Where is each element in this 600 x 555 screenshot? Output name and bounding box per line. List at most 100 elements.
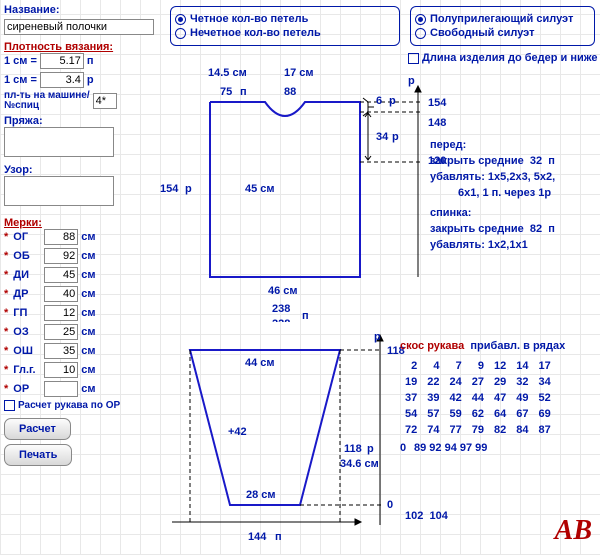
sleeve-cell: 2 <box>400 358 422 374</box>
svg-text:75: 75 <box>220 86 232 98</box>
svg-text:р: р <box>408 75 415 87</box>
sleeve-cell: 64 <box>489 406 511 422</box>
gauge-st-unit: п <box>87 55 94 67</box>
meas-Гл.г.-input[interactable] <box>44 362 78 378</box>
sleeve-cell: 69 <box>534 406 556 422</box>
sleeve-cell: 19 <box>400 374 422 390</box>
even-radio[interactable] <box>175 14 186 25</box>
sleeve-cell: 34 <box>534 374 556 390</box>
svg-text:28 см: 28 см <box>246 489 276 501</box>
gauge-cm1-label: 1 см = <box>4 55 37 67</box>
sleeve-bottom-val1: 102 <box>405 510 423 522</box>
sleeve-bottom-val2: 104 <box>429 510 447 522</box>
sleeve-cell: 14 <box>511 358 533 374</box>
sleeve-cell: 77 <box>445 422 467 438</box>
sleeve-diagram: 44 см +42 28 см 144п 118 0 118р 34.6 см … <box>160 330 410 550</box>
meas-ГП-input[interactable] <box>44 305 78 321</box>
sleeve-cell: 82 <box>489 422 511 438</box>
svg-text:238: 238 <box>272 303 290 315</box>
meas-unit: см <box>81 269 95 281</box>
svg-text:44 см: 44 см <box>245 357 275 369</box>
neckline-instructions: перед: закрыть средние 32 п убавлять: 1x… <box>430 138 590 254</box>
svg-text:14.5 см: 14.5 см <box>208 67 247 79</box>
svg-text:р: р <box>374 331 381 343</box>
meas-ОЗ-input[interactable] <box>44 324 78 340</box>
sleeve-cell: 27 <box>467 374 489 390</box>
sleeve-calc-checkbox[interactable] <box>4 400 15 411</box>
meas-ОБ-input[interactable] <box>44 248 78 264</box>
yarn-input[interactable] <box>4 127 114 157</box>
odd-radio[interactable] <box>175 28 186 39</box>
pattern-input[interactable] <box>4 176 114 206</box>
meas-unit: см <box>81 364 95 376</box>
loose-radio[interactable] <box>415 28 426 39</box>
meas-ДИ-input[interactable] <box>44 267 78 283</box>
sleeve-cell: 59 <box>445 406 467 422</box>
required-icon: * <box>4 269 8 281</box>
sleeve-cell: 32 <box>511 374 533 390</box>
print-button[interactable]: Печать <box>4 444 72 466</box>
svg-text:154: 154 <box>428 97 447 109</box>
meas-key: ОР <box>13 383 41 395</box>
sleeve-cell: 37 <box>400 390 422 406</box>
meas-ОР-input[interactable] <box>44 381 78 397</box>
sleeve-cell: 62 <box>467 406 489 422</box>
even-label: Четное кол-во петель <box>190 13 308 25</box>
sleeve-cell: 67 <box>511 406 533 422</box>
sleeve-cell: 44 <box>467 390 489 406</box>
meas-unit: см <box>81 288 95 300</box>
gauge-row-unit: р <box>87 74 94 86</box>
required-icon: * <box>4 345 8 357</box>
semifit-label: Полуприлегающий силуэт <box>430 13 573 25</box>
meas-ОГ-input[interactable] <box>44 229 78 245</box>
gauge-stitches-input[interactable] <box>40 53 84 69</box>
required-icon: * <box>4 383 8 395</box>
loose-label: Свободный силуэт <box>430 27 535 39</box>
yarn-label: Пряжа: <box>4 115 164 127</box>
meas-unit: см <box>81 383 95 395</box>
required-icon: * <box>4 326 8 338</box>
svg-text:п: п <box>302 310 309 322</box>
svg-text:46 см: 46 см <box>268 285 298 297</box>
gauge-rows-input[interactable] <box>40 72 84 88</box>
svg-text:6: 6 <box>376 95 382 107</box>
pattern-label: Узор: <box>4 164 164 176</box>
sleeve-cell: 29 <box>489 374 511 390</box>
title-input[interactable] <box>4 19 154 35</box>
silhouette-group: Полуприлегающий силуэт Свободный силуэт <box>410 6 595 46</box>
meas-key: ОШ <box>13 345 41 357</box>
svg-text:34: 34 <box>376 131 389 143</box>
svg-text:р: р <box>392 131 399 143</box>
gauge-heading: Плотность вязания: <box>4 41 164 53</box>
sleeve-cell: 87 <box>534 422 556 438</box>
measurements-heading: Мерки: <box>4 217 164 229</box>
sleeve-cell: 49 <box>511 390 533 406</box>
sleeve-cell: 74 <box>422 422 444 438</box>
sleeve-cell: 4 <box>422 358 444 374</box>
svg-text:0: 0 <box>387 499 393 511</box>
meas-ДР-input[interactable] <box>44 286 78 302</box>
meas-key: ГП <box>13 307 41 319</box>
required-icon: * <box>4 250 8 262</box>
sleeve-cell: 52 <box>534 390 556 406</box>
meas-key: ДР <box>13 288 41 300</box>
sleeve-cell: 7 <box>445 358 467 374</box>
logo: AB <box>555 515 592 547</box>
required-icon: * <box>4 231 8 243</box>
gauge-cm2-label: 1 см = <box>4 74 37 86</box>
sleeve-cell: 39 <box>422 390 444 406</box>
calc-button[interactable]: Расчет <box>4 418 71 440</box>
meas-key: Гл.г. <box>13 364 41 376</box>
svg-text:148: 148 <box>428 117 446 129</box>
svg-text:п: п <box>240 86 247 98</box>
meas-ОШ-input[interactable] <box>44 343 78 359</box>
svg-text:р: р <box>185 183 192 195</box>
svg-text:17 см: 17 см <box>284 67 314 79</box>
meas-unit: см <box>81 307 95 319</box>
sleeve-calc-label: Расчет рукава по ОР <box>18 400 120 411</box>
svg-text:118: 118 <box>344 443 362 455</box>
svg-text:228: 228 <box>272 318 290 322</box>
needle-input[interactable] <box>93 93 117 109</box>
svg-text:34.6 см: 34.6 см <box>340 458 379 470</box>
semifit-radio[interactable] <box>415 14 426 25</box>
